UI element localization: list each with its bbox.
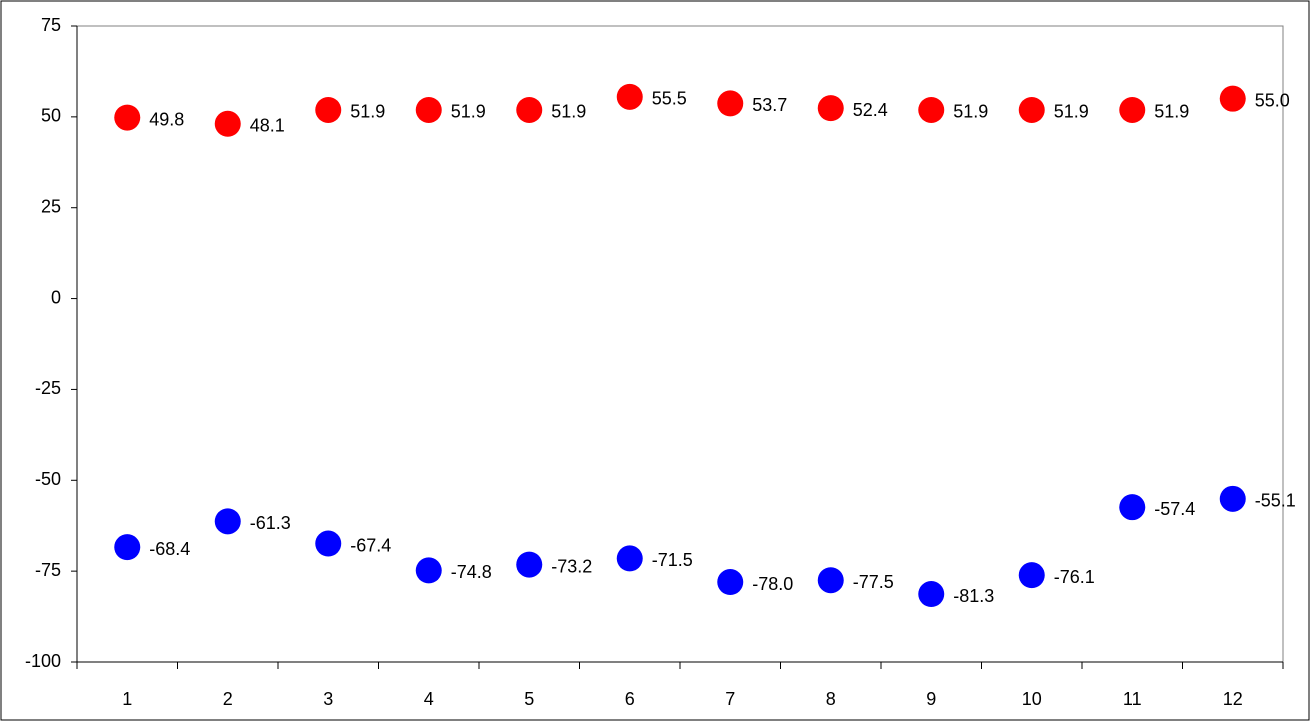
marker bbox=[415, 557, 442, 584]
data-label: -73.2 bbox=[551, 556, 592, 576]
x-tick-label: 10 bbox=[1022, 689, 1042, 709]
y-tick-label: 50 bbox=[41, 106, 61, 126]
x-tick-label: 5 bbox=[524, 689, 534, 709]
y-tick-label: 25 bbox=[41, 196, 61, 216]
marker bbox=[315, 530, 342, 557]
y-tick-label: -25 bbox=[35, 378, 61, 398]
data-label: -67.4 bbox=[350, 535, 391, 555]
data-label: -81.3 bbox=[953, 586, 994, 606]
x-tick-label: 6 bbox=[625, 689, 635, 709]
marker bbox=[114, 534, 141, 561]
data-label: 49.8 bbox=[149, 109, 184, 129]
marker bbox=[817, 95, 844, 122]
x-tick-label: 4 bbox=[424, 689, 434, 709]
data-label: 55.5 bbox=[652, 89, 687, 109]
data-label: -74.8 bbox=[451, 562, 492, 582]
data-label: 55.0 bbox=[1255, 90, 1290, 110]
marker bbox=[1018, 96, 1045, 123]
x-tick-label: 8 bbox=[826, 689, 836, 709]
data-label: 52.4 bbox=[853, 100, 888, 120]
marker bbox=[616, 545, 643, 572]
x-tick-label: 7 bbox=[725, 689, 735, 709]
data-label: -71.5 bbox=[652, 550, 693, 570]
marker bbox=[616, 83, 643, 110]
x-tick-label: 1 bbox=[122, 689, 132, 709]
data-label: 51.9 bbox=[1054, 102, 1089, 122]
marker bbox=[1119, 494, 1146, 521]
x-tick-label: 12 bbox=[1223, 689, 1243, 709]
marker bbox=[1219, 485, 1246, 512]
marker bbox=[516, 551, 543, 578]
data-label: 53.7 bbox=[752, 95, 787, 115]
marker bbox=[1119, 96, 1146, 123]
x-tick-label: 3 bbox=[323, 689, 333, 709]
data-label: 51.9 bbox=[953, 102, 988, 122]
data-label: -61.3 bbox=[250, 513, 291, 533]
y-tick-label: -50 bbox=[35, 469, 61, 489]
marker bbox=[516, 96, 543, 123]
data-label: -57.4 bbox=[1154, 499, 1195, 519]
marker bbox=[817, 567, 844, 594]
data-label: 51.9 bbox=[451, 102, 486, 122]
data-label: -76.1 bbox=[1054, 567, 1095, 587]
y-tick-label: -100 bbox=[25, 651, 61, 671]
data-label: -77.5 bbox=[853, 572, 894, 592]
x-tick-label: 11 bbox=[1123, 689, 1142, 709]
data-label: 48.1 bbox=[250, 116, 285, 136]
marker bbox=[214, 508, 241, 535]
marker bbox=[114, 104, 141, 131]
y-tick-label: 0 bbox=[51, 287, 61, 307]
x-tick-label: 9 bbox=[926, 689, 936, 709]
marker bbox=[918, 581, 945, 608]
y-tick-label: 75 bbox=[41, 15, 61, 35]
data-label: -68.4 bbox=[149, 539, 190, 559]
marker bbox=[1219, 85, 1246, 112]
y-tick-label: -75 bbox=[35, 560, 61, 580]
marker bbox=[1018, 562, 1045, 589]
marker bbox=[214, 110, 241, 137]
data-label: -55.1 bbox=[1255, 491, 1296, 511]
marker bbox=[315, 96, 342, 123]
marker bbox=[415, 96, 442, 123]
marker bbox=[918, 96, 945, 123]
data-label: -78.0 bbox=[752, 574, 793, 594]
data-label: 51.9 bbox=[350, 102, 385, 122]
marker bbox=[717, 90, 744, 117]
x-tick-label: 2 bbox=[223, 689, 233, 709]
data-label: 51.9 bbox=[551, 102, 586, 122]
marker bbox=[717, 569, 744, 596]
data-label: 51.9 bbox=[1154, 102, 1189, 122]
